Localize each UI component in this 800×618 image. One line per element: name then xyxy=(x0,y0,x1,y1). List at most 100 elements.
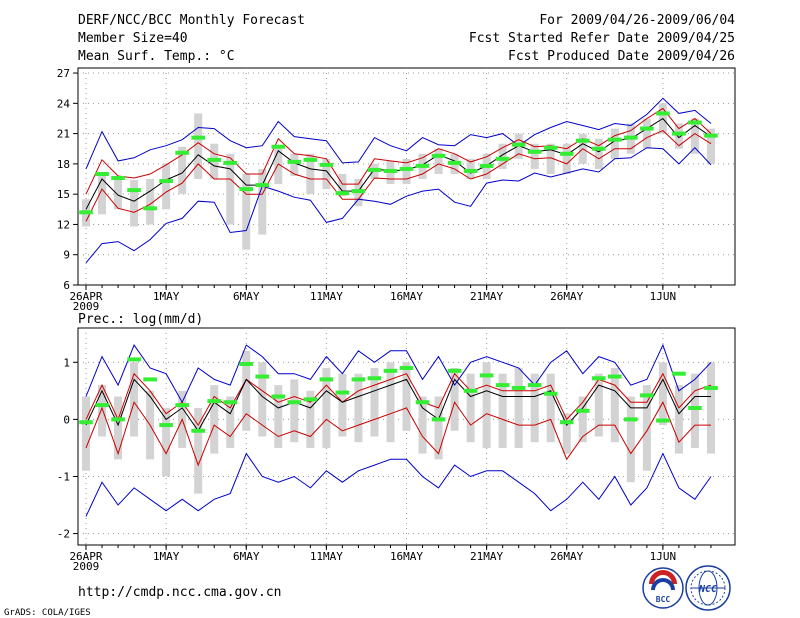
observed-marker xyxy=(367,376,382,381)
spread-box xyxy=(626,396,635,483)
y-tick-label: 21 xyxy=(57,128,70,141)
observed-marker xyxy=(527,149,542,154)
bcc-logo-text: BCC xyxy=(656,595,671,604)
observed-marker xyxy=(511,385,526,390)
observed-marker xyxy=(479,163,494,168)
spread-box xyxy=(258,168,267,235)
x-tick-label: 26APR xyxy=(69,290,102,303)
spread-box xyxy=(178,146,187,195)
spread-box xyxy=(354,373,363,443)
spread-box xyxy=(338,373,347,437)
x-tick-label: 6MAY xyxy=(233,550,260,563)
spread-box xyxy=(402,158,411,185)
spread-box xyxy=(114,179,123,210)
spread-box xyxy=(562,143,571,174)
x-tick-label: 1MAY xyxy=(153,290,180,303)
observed-marker xyxy=(495,156,510,161)
ensemble-max-line xyxy=(85,97,712,170)
observed-marker xyxy=(431,153,446,158)
observed-marker xyxy=(431,417,446,422)
x-tick-label: 11MAY xyxy=(310,550,343,563)
spread-line xyxy=(85,130,712,222)
observed-marker xyxy=(159,423,173,428)
precipitation-panel: -2 -1 0 1 26APR 1MAY 6MAY 11MAY 16MAY 21MAY 26MAY 1… xyxy=(57,327,736,573)
spread-box xyxy=(418,396,427,454)
observed-marker xyxy=(447,160,462,165)
spread-box xyxy=(690,118,699,154)
ensemble-min-line xyxy=(85,146,712,264)
spread-box xyxy=(306,390,315,448)
spread-box xyxy=(594,138,603,169)
x-tick-label: 26MAY xyxy=(550,290,583,303)
observed-marker xyxy=(255,374,270,379)
spread-line xyxy=(85,401,711,467)
observed-marker xyxy=(111,417,125,422)
observed-marker xyxy=(223,400,238,405)
observed-marker xyxy=(591,376,606,381)
x-year-label: 2009 xyxy=(73,300,100,313)
forecast-period: For 2009/04/26-2009/06/04 xyxy=(539,13,735,28)
observed-marker xyxy=(207,157,222,162)
spread-box xyxy=(642,118,651,149)
x-tick-label: 26MAY xyxy=(550,550,583,563)
observed-marker xyxy=(591,146,606,151)
observed-marker xyxy=(543,145,558,150)
x-tick-label: 1JUN xyxy=(650,550,677,563)
observed-marker xyxy=(271,394,286,399)
spread-box xyxy=(290,153,299,176)
spread-box xyxy=(258,362,267,437)
spread-box xyxy=(162,163,171,210)
x-tick-label: 11MAY xyxy=(310,290,343,303)
y-tick-label: 0 xyxy=(63,413,70,426)
spread-box xyxy=(530,143,539,169)
spread-box xyxy=(466,158,475,180)
y-tick-label: 1 xyxy=(63,356,70,369)
observed-marker xyxy=(367,167,382,172)
spread-box xyxy=(98,385,107,437)
spread-box xyxy=(658,362,667,426)
observed-marker xyxy=(672,371,686,376)
observed-marker xyxy=(415,163,430,168)
observed-marker xyxy=(383,168,398,173)
spread-box xyxy=(594,373,603,437)
observed-marker xyxy=(255,183,270,188)
observed-marker xyxy=(95,403,109,408)
spread-box xyxy=(210,385,219,454)
observed-marker xyxy=(399,365,414,370)
source-url[interactable]: http://cmdp.ncc.cma.gov.cn xyxy=(78,585,282,600)
y-tick-label: 18 xyxy=(57,158,70,171)
variable-label: Mean Surf. Temp.: °C xyxy=(78,49,235,64)
spread-box xyxy=(322,367,331,448)
spread-box xyxy=(562,413,571,454)
x-tick-label: 16MAY xyxy=(390,550,423,563)
spread-box xyxy=(194,113,203,180)
chart-title: DERF/NCC/BCC Monthly Forecast xyxy=(78,13,305,28)
x-tick-label: 6MAY xyxy=(233,290,260,303)
x-tick-label: 1JUN xyxy=(650,290,677,303)
x-tick-label: 21MAY xyxy=(470,290,503,303)
spread-line xyxy=(85,107,712,195)
observed-marker xyxy=(463,168,478,173)
spread-box xyxy=(610,367,619,443)
ensemble-max-line xyxy=(85,343,712,404)
observed-marker xyxy=(559,420,574,425)
ncc-logo: NCC xyxy=(685,565,731,611)
spread-box xyxy=(706,362,715,454)
observed-marker xyxy=(319,377,334,382)
spread-box xyxy=(706,128,715,164)
spread-box xyxy=(242,173,251,250)
spread-box xyxy=(498,143,507,169)
spread-box xyxy=(130,180,139,227)
spread-box xyxy=(290,379,299,443)
spread-box xyxy=(274,148,283,185)
spread-box xyxy=(482,362,491,448)
bcc-logo: BCC xyxy=(642,567,684,609)
observed-marker xyxy=(79,210,93,215)
spread-box xyxy=(434,396,443,460)
spread-box xyxy=(434,148,443,174)
spread-box xyxy=(274,385,283,448)
x-year-label: 2009 xyxy=(73,560,100,573)
observed-marker xyxy=(527,383,542,388)
y-tick-label: 12 xyxy=(57,218,70,231)
